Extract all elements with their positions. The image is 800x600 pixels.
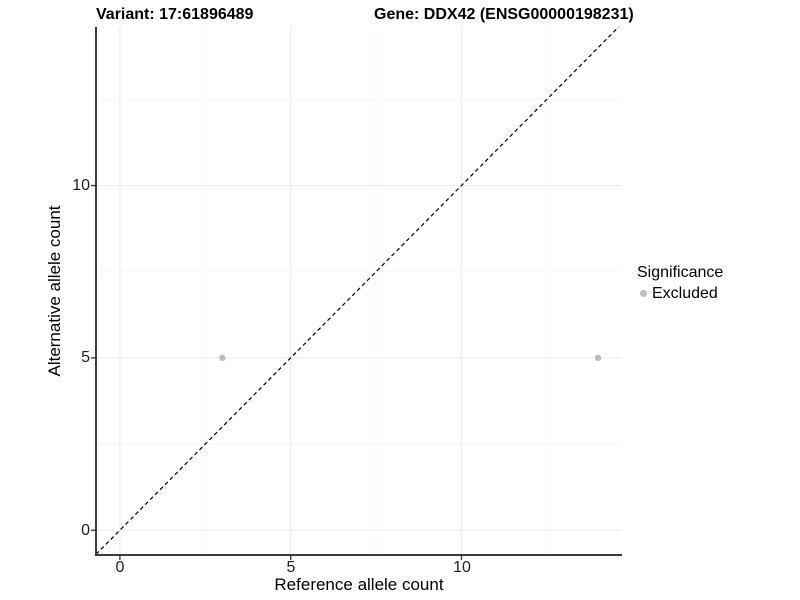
x-axis-title: Reference allele count	[274, 575, 444, 594]
y-tick-label-5: 5	[81, 349, 90, 366]
legend-point-icon	[640, 290, 647, 297]
legend-item-excluded: Excluded	[640, 284, 723, 303]
legend: Significance Excluded	[637, 263, 723, 303]
legend-item-label: Excluded	[652, 285, 718, 302]
plot-title-gene: Gene: DDX42 (ENSG00000198231)	[374, 6, 634, 23]
plot-title-variant: Variant: 17:61896489	[96, 6, 254, 23]
y-axis-title: Alternative allele count	[45, 205, 64, 377]
x-tick-label-5: 5	[286, 559, 296, 576]
y-tick-label-10: 10	[72, 177, 90, 194]
y-tick-label-0: 0	[81, 522, 90, 539]
x-tick-label-0: 0	[115, 559, 125, 576]
x-tick-label-10: 10	[453, 559, 471, 576]
legend-title: Significance	[637, 264, 724, 281]
